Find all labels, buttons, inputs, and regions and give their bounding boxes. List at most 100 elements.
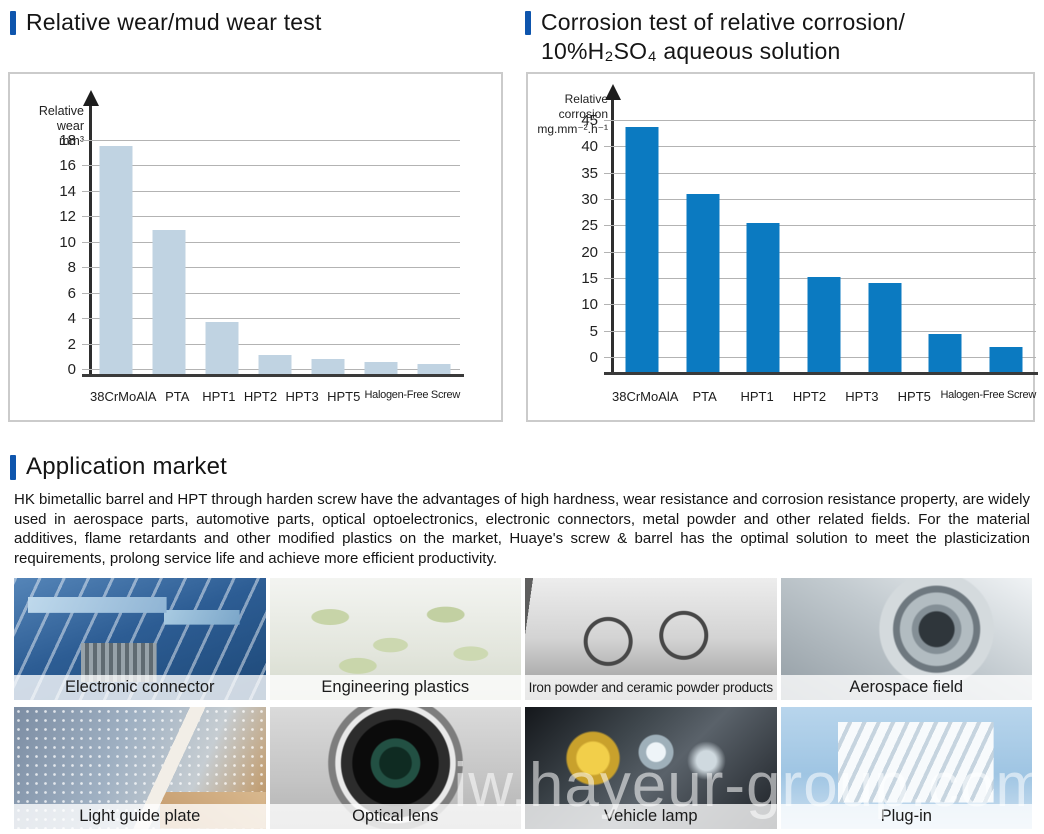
category-label: HPT1 bbox=[202, 389, 236, 404]
category-label: Halogen-Free Screw bbox=[940, 389, 1037, 401]
gridline bbox=[82, 165, 460, 167]
bar-HPT2 bbox=[807, 276, 841, 373]
tile-electronic-connector: Electronic connector bbox=[14, 578, 266, 700]
title-accent-bar bbox=[10, 11, 16, 35]
y-tick-label: 0 bbox=[67, 361, 76, 378]
y-tick-label: 20 bbox=[581, 243, 598, 261]
gridline bbox=[604, 199, 1036, 200]
tile-caption: Plug-in bbox=[780, 804, 1032, 829]
x-axis-line bbox=[82, 374, 464, 377]
y-tick-label: 5 bbox=[589, 322, 598, 340]
y-axis-arrow-icon bbox=[83, 90, 99, 106]
y-tick-label: 0 bbox=[589, 349, 598, 366]
y-tick-label: 14 bbox=[59, 182, 76, 200]
bar-38CrMoAlA bbox=[99, 146, 133, 375]
bar-Halogen-Free Screw bbox=[417, 364, 451, 375]
gridline bbox=[604, 120, 1036, 121]
gridline bbox=[604, 172, 1036, 174]
bars bbox=[612, 121, 1036, 373]
bar-slot bbox=[301, 141, 354, 375]
right-chart-title-line1: Corrosion test of relative corrosion/ bbox=[541, 9, 906, 35]
bar-PTA bbox=[152, 230, 186, 375]
plot-area bbox=[604, 120, 1036, 373]
y-tick-label: 40 bbox=[581, 138, 598, 156]
bar-slot bbox=[673, 121, 734, 373]
tile-caption: Optical lens bbox=[269, 804, 521, 829]
bar-HPT3 bbox=[311, 358, 345, 375]
gridline bbox=[82, 216, 460, 218]
gridline bbox=[82, 318, 460, 320]
category-label: HPT1 bbox=[740, 389, 774, 404]
y-tick-label: 12 bbox=[59, 208, 76, 226]
gridline bbox=[82, 241, 460, 243]
bar-HPT2 bbox=[258, 354, 292, 375]
left-chart-title: Relative wear/mud wear test bbox=[10, 8, 322, 37]
category-label: 38CrMoAlA bbox=[90, 389, 157, 404]
y-axis-label-line2: mg.mm⁻².h⁻¹ bbox=[537, 122, 608, 136]
tile-engineering-plastics: Engineering plastics bbox=[269, 578, 521, 700]
application-market-title: Application market bbox=[10, 452, 227, 481]
bar-Halogen-Free Screw bbox=[989, 347, 1023, 373]
category-label: HPT5 bbox=[327, 389, 361, 404]
bar-HPT5 bbox=[364, 362, 398, 375]
application-market-paragraph: HK bimetallic barrel and HPT through har… bbox=[14, 491, 1030, 567]
category-label: HPT3 bbox=[285, 389, 319, 404]
y-tick-label: 16 bbox=[59, 157, 76, 175]
bar-HPT1 bbox=[746, 223, 780, 373]
tile-iron-powder-ceramic: Iron powder and ceramic powder products bbox=[525, 578, 777, 700]
bar-HPT5 bbox=[928, 334, 962, 373]
gridline bbox=[604, 251, 1036, 253]
y-axis-line bbox=[611, 100, 614, 374]
tile-optical-lens: Optical lens bbox=[269, 707, 521, 829]
y-tick-label: 10 bbox=[581, 296, 598, 314]
tile-plug-in: Plug-in bbox=[780, 707, 1032, 829]
gridline bbox=[82, 190, 460, 192]
tile-caption: Iron powder and ceramic powder products bbox=[525, 675, 777, 700]
bar-slot bbox=[407, 141, 460, 375]
tile-light-guide-plate: Light guide plate bbox=[14, 707, 266, 829]
gridline bbox=[82, 292, 460, 294]
y-axis-ticks: 0 2 4 6 8 10 12 14 16 18 bbox=[10, 133, 80, 378]
right-chart-title-line2: 10%H₂SO₄ aqueous solution bbox=[541, 38, 841, 64]
bar-slot bbox=[354, 141, 407, 375]
tile-caption: Engineering plastics bbox=[269, 675, 521, 700]
application-tile-grid: Electronic connector Engineering plastic… bbox=[14, 578, 1032, 829]
tile-vehicle-lamp: Vehicle lamp bbox=[525, 707, 777, 829]
gridline bbox=[604, 146, 1036, 148]
bar-HPT1 bbox=[205, 321, 239, 375]
title-accent-bar bbox=[10, 455, 16, 480]
bar-slot bbox=[915, 121, 976, 373]
bar-HPT3 bbox=[868, 282, 902, 373]
y-tick-label: 10 bbox=[59, 233, 76, 251]
tile-caption: Vehicle lamp bbox=[525, 804, 777, 829]
category-label: HPT5 bbox=[897, 389, 931, 404]
tile-caption: Aerospace field bbox=[780, 675, 1032, 700]
y-tick-label: 6 bbox=[67, 284, 76, 302]
y-tick-label: 2 bbox=[67, 335, 76, 353]
y-axis-label: Relative corrosion mg.mm⁻².h⁻¹ bbox=[530, 92, 608, 137]
bar-slot bbox=[794, 121, 855, 373]
bar-slot bbox=[143, 141, 196, 375]
plot-area bbox=[82, 140, 460, 375]
tile-aerospace-field: Aerospace field bbox=[780, 578, 1032, 700]
tile-caption: Electronic connector bbox=[14, 675, 266, 700]
y-tick-label: 15 bbox=[581, 270, 598, 287]
right-chart-title-text: Corrosion test of relative corrosion/ 10… bbox=[541, 8, 905, 66]
category-labels: 38CrMoAlA PTA HPT1 HPT2 HPT3 HPT5 Halogen-Free… bbox=[612, 389, 1036, 404]
category-label: Halogen-Free Screw bbox=[364, 389, 461, 401]
relative-wear-chart: Relative wear mm³ 0 2 4 6 8 10 12 14 16 18 38CrMo… bbox=[8, 72, 503, 422]
y-tick-label: 35 bbox=[581, 164, 598, 182]
y-tick-label: 25 bbox=[581, 217, 598, 235]
category-label: 38CrMoAlA bbox=[612, 389, 679, 404]
tile-caption: Light guide plate bbox=[14, 804, 266, 829]
y-tick-label: 18 bbox=[59, 132, 76, 149]
bar-slot bbox=[90, 141, 143, 375]
y-tick-label: 8 bbox=[67, 259, 76, 277]
y-axis-line bbox=[89, 106, 92, 376]
category-labels: 38CrMoAlA PTA HPT1 HPT2 HPT3 HPT5 Halogen-Free… bbox=[90, 389, 460, 404]
category-label: PTA bbox=[165, 389, 190, 404]
relative-corrosion-chart: Relative corrosion mg.mm⁻².h⁻¹ 0 5 10 15 20 2… bbox=[526, 72, 1038, 422]
right-chart-title: Corrosion test of relative corrosion/ 10… bbox=[525, 8, 905, 66]
y-axis-label-line2: mm³ bbox=[59, 134, 84, 148]
